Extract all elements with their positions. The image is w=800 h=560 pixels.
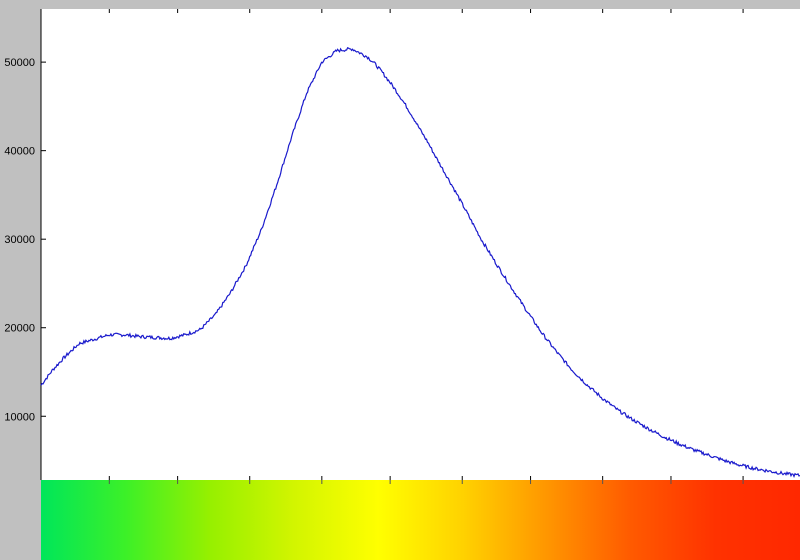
y-tick-label: 50000 xyxy=(4,57,35,69)
y-tick-label: 30000 xyxy=(4,234,35,246)
y-tick-label: 40000 xyxy=(4,146,35,158)
spectrum-bar xyxy=(41,480,800,560)
y-axis-ticks: 10000 20000 30000 40000 50000 xyxy=(4,57,46,423)
y-tick-label: 10000 xyxy=(4,411,35,423)
series-line xyxy=(40,47,800,478)
x-axis-ticks xyxy=(108,9,744,484)
y-tick-label: 20000 xyxy=(4,323,35,335)
plot-area xyxy=(41,9,800,480)
